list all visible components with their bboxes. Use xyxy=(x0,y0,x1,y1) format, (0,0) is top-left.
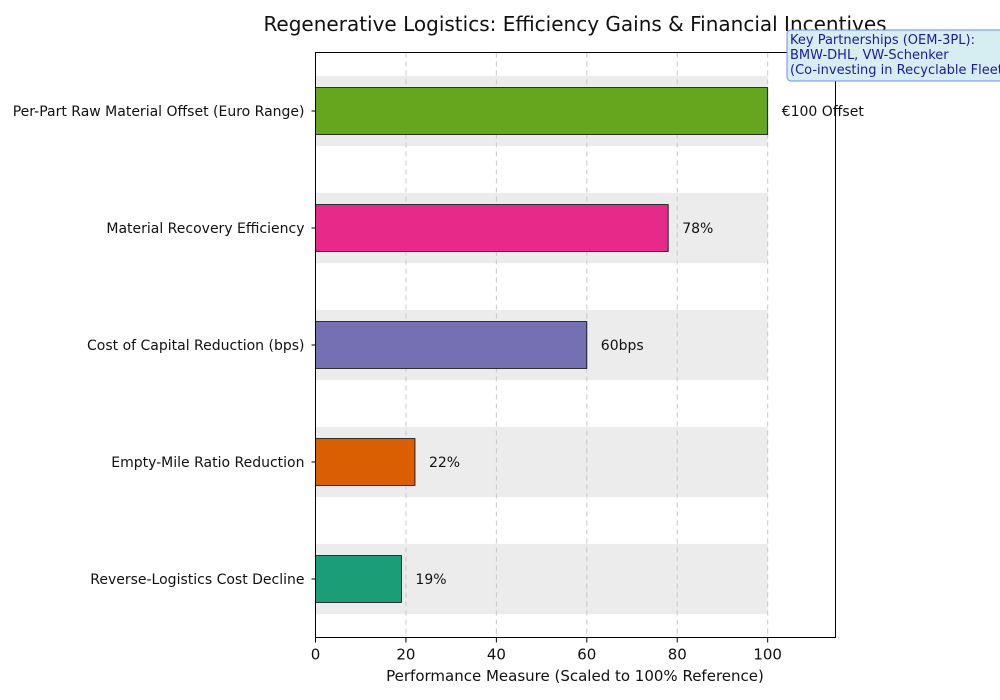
bar-data-label: €100 Offset xyxy=(782,104,865,120)
annotation-line-2: (Co-investing in Recyclable Fleets) xyxy=(790,63,1000,78)
x-tick-label: 80 xyxy=(668,646,687,664)
x-tick-label: 0 xyxy=(311,646,321,664)
bar xyxy=(315,204,669,252)
bar xyxy=(315,87,769,135)
bar xyxy=(315,321,588,369)
bar xyxy=(315,555,402,603)
chart-title: Regenerative Logistics: Efficiency Gains… xyxy=(263,12,886,36)
bar-data-label: 22% xyxy=(429,455,460,471)
y-tick-label: Cost of Capital Reduction (bps) xyxy=(87,338,305,354)
bar-data-label: 19% xyxy=(415,572,446,588)
y-tick-label: Material Recovery Efficiency xyxy=(106,221,304,237)
x-tick-label: 40 xyxy=(487,646,506,664)
annotation-line-1: BMW-DHL, VW-Schenker xyxy=(790,48,949,63)
bars: €100 Offset 78% 60bps 22% 19% xyxy=(315,87,865,603)
x-tick-label: 20 xyxy=(396,646,415,664)
y-tick-label: Per-Part Raw Material Offset (Euro Range… xyxy=(13,104,305,120)
annotation-box: Key Partnerships (OEM-3PL): BMW-DHL, VW-… xyxy=(786,29,1000,82)
bar xyxy=(315,438,416,486)
y-tick-label: Reverse-Logistics Cost Decline xyxy=(90,572,304,588)
x-tick-label: 100 xyxy=(753,646,782,664)
y-tick-label: Empty-Mile Ratio Reduction xyxy=(111,455,304,471)
x-axis-label: Performance Measure (Scaled to 100% Refe… xyxy=(386,667,764,685)
axes: Per-Part Raw Material Offset (Euro Range… xyxy=(13,104,782,664)
bar-data-label: 60bps xyxy=(601,338,644,354)
x-tick-label: 60 xyxy=(577,646,596,664)
annotation-heading: Key Partnerships (OEM-3PL): xyxy=(790,33,975,48)
bar-data-label: 78% xyxy=(682,221,713,237)
